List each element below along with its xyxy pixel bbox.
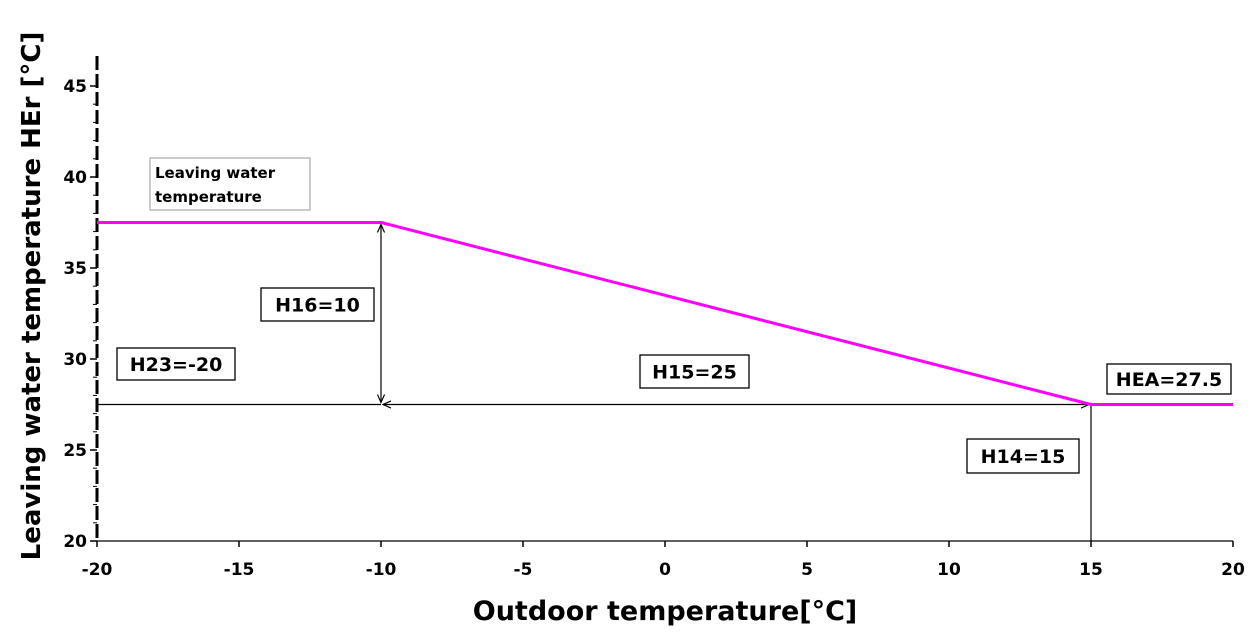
y-tick-label: 25: [63, 441, 87, 461]
h23-label: H23=-20: [130, 354, 223, 376]
y-tick-label: 20: [63, 532, 87, 552]
x-tick-label: -10: [366, 560, 397, 580]
h15-label: H15=25: [652, 362, 737, 384]
y-axis-title: Leaving water temperature HEr [°C]: [17, 32, 47, 561]
y-tick-label: 40: [63, 168, 87, 188]
x-tick-label: -5: [514, 560, 533, 580]
y-tick-label: 45: [63, 77, 87, 97]
h15-label-box: [639, 354, 750, 389]
h23-label-box: [116, 347, 236, 381]
h14-label: H14=15: [981, 446, 1066, 468]
hea-label: HEA=27.5: [1116, 369, 1222, 391]
hea-label-box: [1106, 363, 1232, 395]
leaving-water-temperature-line: [97, 221, 1233, 406]
x-tick-label: -15: [224, 560, 255, 580]
x-tick-label: 0: [659, 560, 671, 580]
x-tick-label: 10: [937, 560, 961, 580]
legend-line-1: Leaving water: [155, 164, 276, 182]
legend-box: [149, 157, 311, 211]
y-tick-label: 30: [63, 350, 87, 370]
x-tick-label: 15: [1079, 560, 1103, 580]
x-axis-title: Outdoor temperature[°C]: [473, 596, 858, 627]
h16-label: H16=10: [275, 295, 360, 317]
x-tick-label: -20: [82, 560, 113, 580]
legend-line-2: temperature: [155, 188, 262, 206]
x-tick-label: 20: [1221, 560, 1245, 580]
x-tick-label: 5: [801, 560, 813, 580]
y-tick-label: 35: [63, 259, 87, 279]
h16-label-box: [260, 287, 375, 322]
h14-label-box: [966, 438, 1080, 474]
